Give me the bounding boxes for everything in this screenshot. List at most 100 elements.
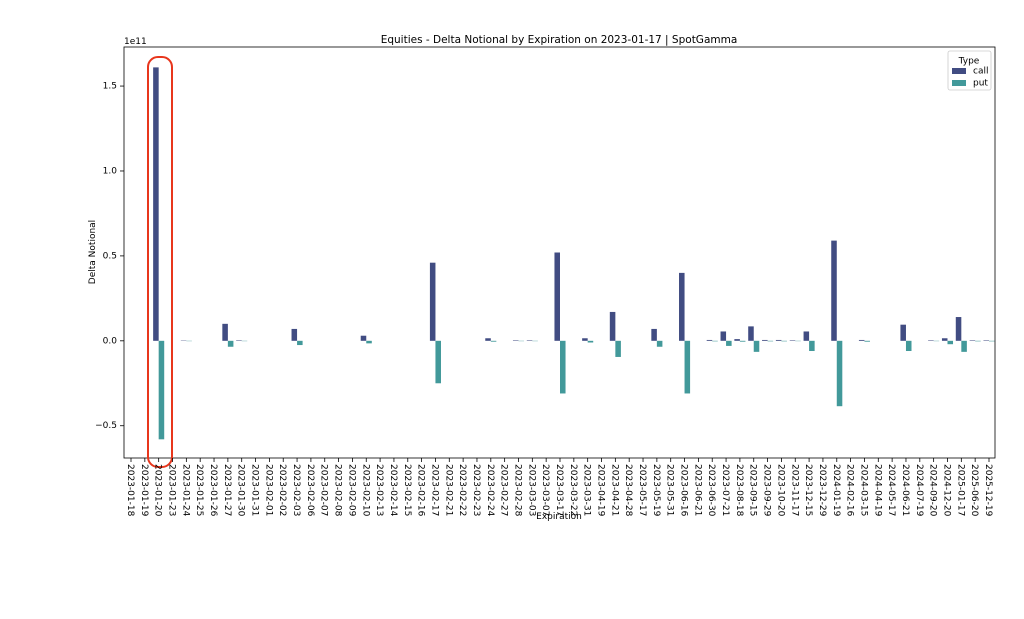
bar — [983, 340, 989, 341]
bar — [809, 340, 815, 352]
x-tick-label: 2023-02-09 — [346, 464, 356, 517]
bar — [587, 340, 594, 343]
x-tick-label: 2023-04-19 — [596, 464, 606, 517]
bar — [712, 340, 718, 342]
bar — [975, 340, 981, 342]
x-tick-label: 2023-02-13 — [374, 464, 384, 516]
x-tick-label: 2023-06-16 — [679, 464, 689, 517]
bar — [781, 340, 787, 342]
bar — [236, 340, 242, 341]
x-tick-label: 2024-03-15 — [858, 464, 868, 516]
x-tick-label: 2023-09-29 — [762, 464, 772, 517]
x-tick-label: 2023-01-27 — [222, 464, 232, 516]
x-tick-label: 2024-12-20 — [941, 464, 951, 517]
highlight-annotation — [147, 56, 173, 468]
bar — [775, 339, 782, 341]
bar — [582, 338, 588, 341]
bar — [512, 340, 519, 341]
x-tick-label: 2023-02-17 — [429, 464, 439, 516]
x-tick-label: 2023-01-23 — [167, 464, 177, 516]
x-tick-label: 2023-10-20 — [775, 464, 785, 517]
x-tick-label: 2023-02-01 — [263, 464, 273, 516]
x-tick-label: 2023-03-31 — [582, 464, 592, 516]
bar — [560, 340, 566, 394]
bar — [803, 331, 810, 341]
bar — [360, 335, 367, 341]
bar — [429, 262, 436, 341]
x-tick-label: 2024-06-21 — [900, 464, 910, 516]
x-tick-label: 2023-04-21 — [609, 464, 619, 516]
x-tick-label: 2023-02-23 — [471, 464, 481, 516]
bar — [762, 339, 768, 341]
x-tick-label: 2023-02-15 — [402, 464, 412, 516]
x-tick-label: 2023-03-03 — [526, 464, 536, 516]
x-tick-label: 2023-01-31 — [250, 464, 260, 516]
x-tick-label: 2023-01-30 — [236, 464, 246, 517]
bar — [485, 338, 491, 341]
y-tick-label: 1.0 — [103, 166, 118, 176]
y-tick-label: 1.5 — [103, 82, 117, 92]
x-tick-label: 2023-01-18 — [125, 464, 135, 517]
bar — [739, 340, 746, 342]
bar — [900, 324, 906, 341]
x-tick-label: 2023-02-08 — [333, 464, 343, 517]
x-tick-label: 2023-03-22 — [568, 464, 578, 516]
bar — [836, 340, 843, 407]
x-tick-label: 2023-02-10 — [360, 464, 370, 517]
bar — [706, 339, 713, 341]
x-tick-label: 2024-09-20 — [928, 464, 938, 517]
x-tick-label: 2023-01-24 — [180, 464, 190, 517]
x-tick-label: 2023-02-16 — [416, 464, 426, 517]
x-tick-label: 2024-07-19 — [914, 464, 924, 517]
x-tick-label: 2023-05-17 — [637, 464, 647, 516]
bar — [928, 340, 934, 341]
x-tick-label: 2023-02-27 — [499, 464, 509, 516]
bar — [366, 340, 372, 344]
x-tick-label: 2023-05-31 — [665, 464, 675, 516]
legend-title: Type — [958, 57, 980, 67]
bar — [789, 340, 796, 341]
x-tick-label: 2023-02-06 — [305, 464, 315, 517]
x-tick-label: 2024-02-16 — [845, 464, 855, 517]
x-tick-label: 2023-02-21 — [443, 464, 453, 516]
bar — [435, 340, 441, 384]
bar — [858, 339, 865, 341]
x-tick-label: 2025-12-19 — [983, 464, 993, 517]
x-tick-label: 2023-04-28 — [623, 464, 633, 517]
x-tick-label: 2023-01-25 — [194, 464, 204, 516]
x-tick-label: 2023-02-03 — [291, 464, 301, 516]
legend-swatch — [952, 80, 966, 86]
x-tick-label: 2024-01-19 — [831, 464, 841, 517]
x-tick-label: 2023-11-17 — [789, 464, 799, 516]
y-axis-label: Delta Notional — [88, 220, 98, 284]
x-tick-label: 2023-02-07 — [319, 464, 329, 516]
x-tick-label: 2023-01-20 — [153, 464, 163, 517]
x-tick-label: 2023-02-14 — [388, 464, 398, 517]
bar — [291, 328, 298, 341]
bar — [158, 340, 165, 440]
x-tick-label: 2023-02-22 — [457, 464, 467, 516]
y-tick-label: 0.0 — [103, 336, 118, 346]
legend-label: put — [973, 79, 988, 89]
bar — [753, 340, 760, 352]
bar — [297, 340, 303, 346]
y-tick-label: 0.5 — [103, 251, 117, 261]
x-tick-label: 2023-01-26 — [208, 464, 218, 517]
x-tick-label: 2023-05-19 — [651, 464, 661, 517]
bar — [490, 340, 497, 342]
x-tick-label: 2023-02-02 — [277, 464, 287, 516]
x-tick-label: 2023-09-15 — [748, 464, 758, 516]
bar — [651, 328, 657, 341]
bar — [222, 323, 228, 341]
bar — [609, 311, 616, 341]
bar — [748, 326, 754, 341]
bar — [726, 340, 732, 346]
x-tick-label: 2023-02-28 — [512, 464, 522, 517]
bar — [656, 340, 663, 347]
x-tick-label: 2024-04-19 — [872, 464, 882, 517]
x-tick-label: 2025-06-20 — [969, 464, 979, 517]
bar — [905, 340, 912, 352]
x-tick-label: 2023-08-18 — [734, 464, 744, 517]
x-axis-label: Expiration — [536, 512, 582, 522]
